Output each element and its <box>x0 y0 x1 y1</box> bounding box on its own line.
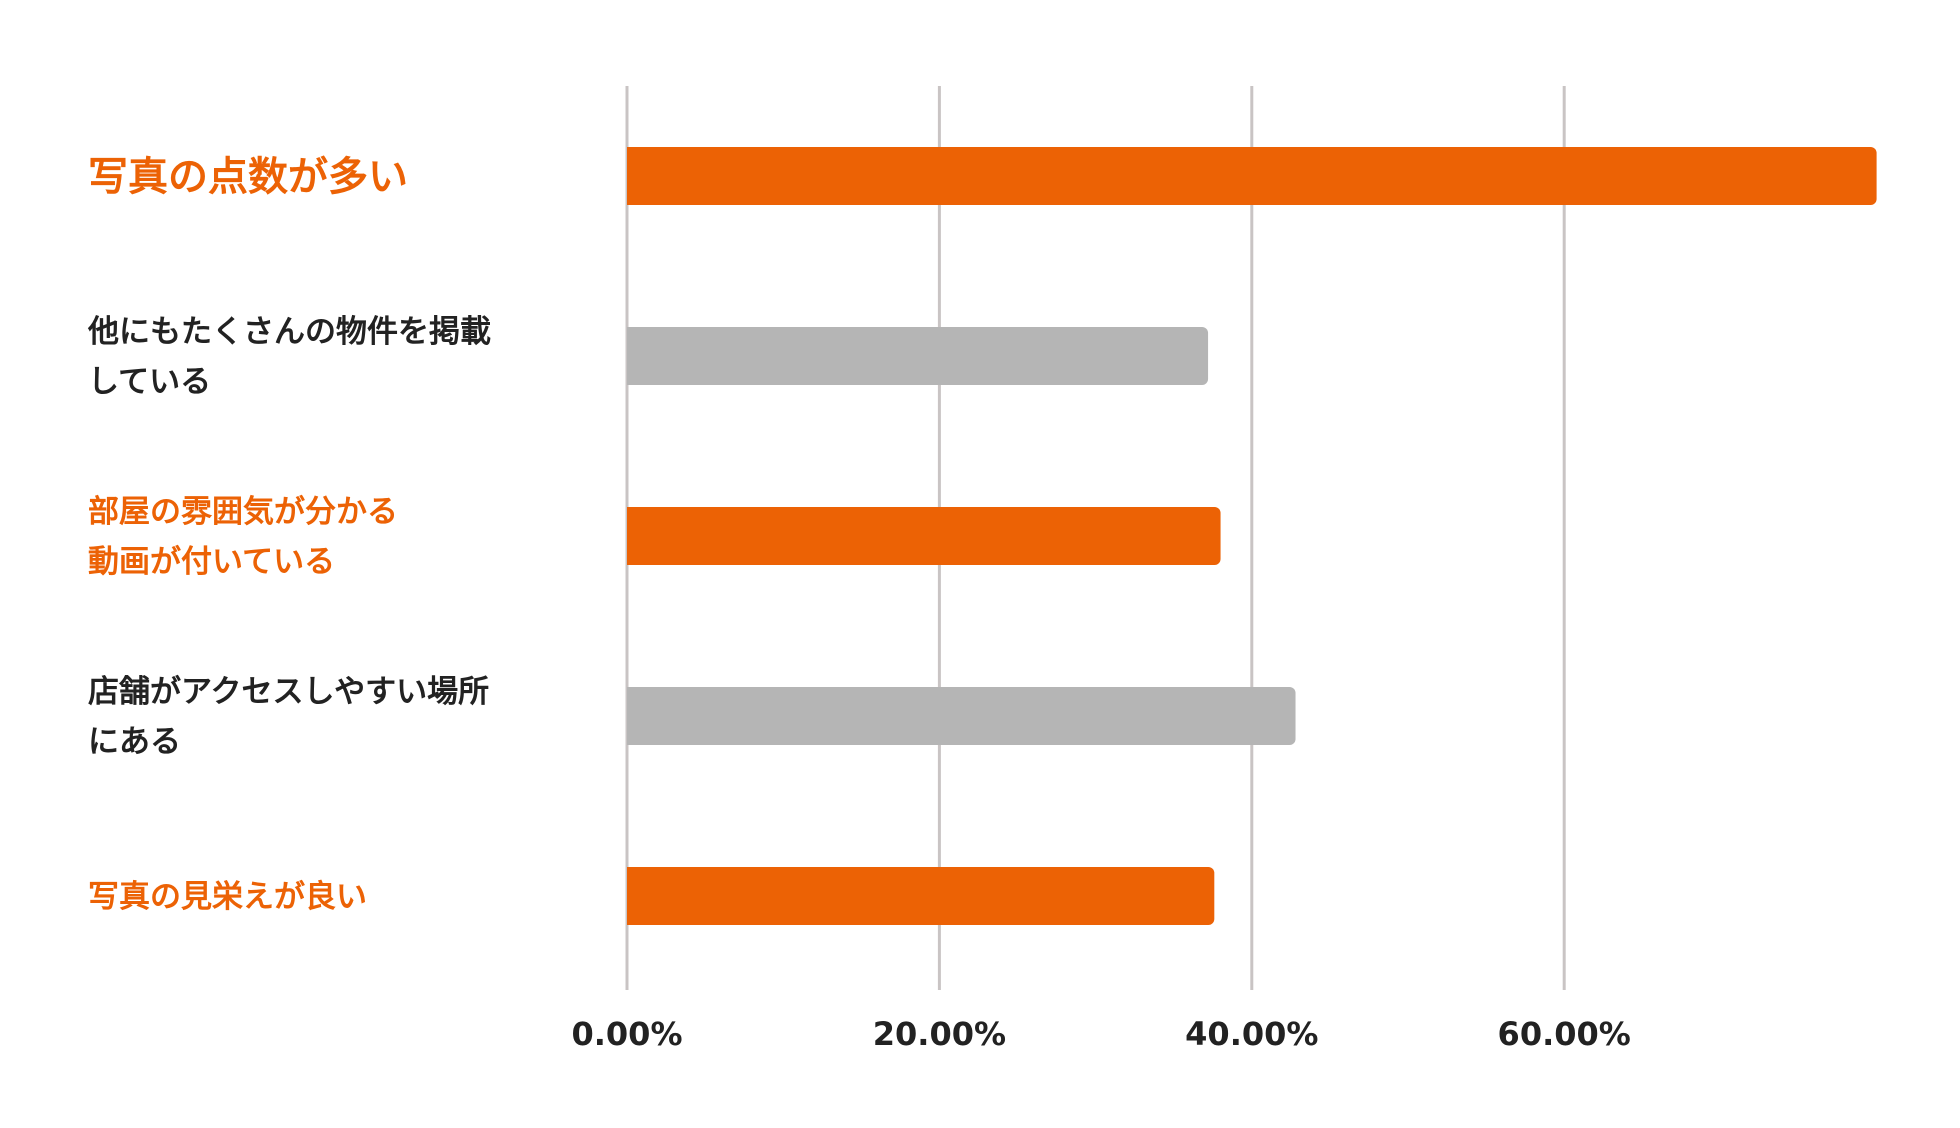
bar-2-edge <box>627 507 637 565</box>
category-label-0: 写真の点数が多い <box>88 154 408 200</box>
category-label-0-line-0: 写真の点数が多い <box>88 154 408 200</box>
x-axis-tick-labels: 0.00% 20.00% 40.00% 60.00% <box>571 1015 1630 1053</box>
bar-2 <box>627 507 1221 565</box>
bar-3 <box>627 687 1296 745</box>
category-label-3-line-1: にある <box>88 724 181 760</box>
category-label-4: 写真の見栄えが良い <box>88 879 367 915</box>
category-label-1-line-1: している <box>88 364 211 400</box>
bar-0 <box>627 147 1877 205</box>
bar-3-edge <box>627 687 637 745</box>
category-label-1-line-0: 他にもたくさんの物件を掲載 <box>87 314 491 350</box>
x-tick-label-0: 0.00% <box>571 1015 682 1053</box>
category-label-2: 部屋の雰囲気が分かる動画が付いている <box>88 494 398 580</box>
category-label-2-line-1: 動画が付いている <box>88 544 335 580</box>
bar-4 <box>627 867 1215 925</box>
category-label-3: 店舗がアクセスしやすい場所にある <box>88 674 489 760</box>
category-label-4-line-0: 写真の見栄えが良い <box>88 879 367 915</box>
x-tick-label-3: 60.00% <box>1498 1015 1631 1053</box>
bar-4-edge <box>627 867 637 925</box>
bar-0-edge <box>627 147 637 205</box>
x-tick-label-2: 40.00% <box>1185 1015 1318 1053</box>
category-label-1: 他にもたくさんの物件を掲載している <box>87 314 491 400</box>
bar-1 <box>627 327 1209 385</box>
bar-1-edge <box>627 327 637 385</box>
bars <box>627 147 1877 925</box>
x-tick-label-1: 20.00% <box>873 1015 1006 1053</box>
category-label-2-line-0: 部屋の雰囲気が分かる <box>88 494 398 530</box>
category-label-3-line-0: 店舗がアクセスしやすい場所 <box>88 674 489 710</box>
category-labels: 写真の点数が多い他にもたくさんの物件を掲載している部屋の雰囲気が分かる動画が付い… <box>87 154 491 915</box>
